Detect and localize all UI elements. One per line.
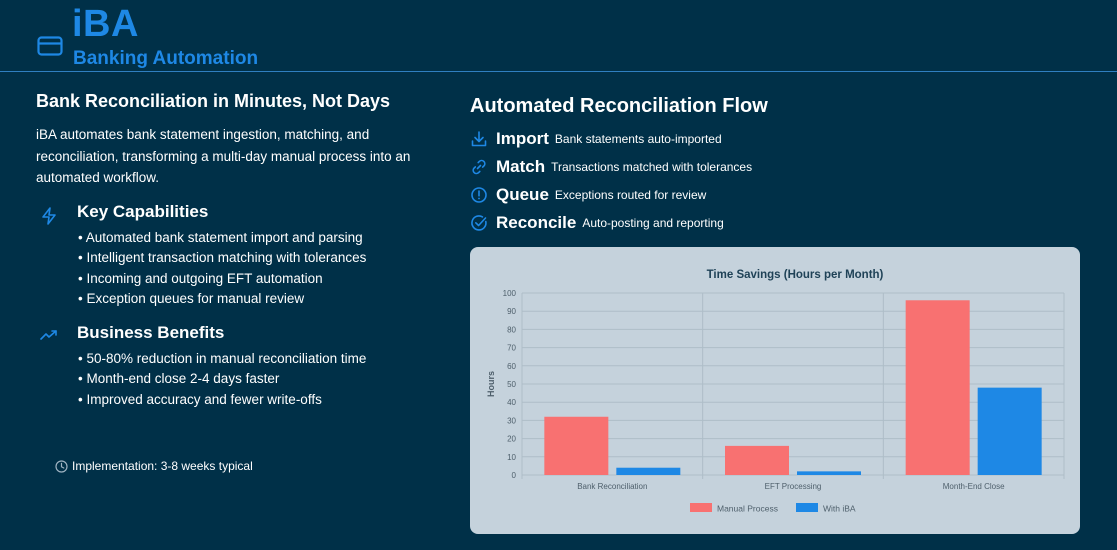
logo-text: iBA <box>72 3 139 45</box>
y-axis-label: Hours <box>486 371 496 397</box>
legend-swatch <box>690 503 712 512</box>
list-item: • Improved accuracy and fewer write-offs <box>78 391 322 407</box>
flow-step-desc: Bank statements auto-imported <box>554 132 722 146</box>
time-savings-chart-card: Time Savings (Hours per Month) 0 10 20 30 40 5… <box>470 247 1080 534</box>
list-item: • Month-end close 2-4 days faster <box>78 371 280 387</box>
benefits-title: Business Benefits <box>77 323 225 342</box>
logo-subtitle: Banking Automation <box>73 48 259 69</box>
benefits-list: • 50-80% reduction in manual reconciliat… <box>78 349 366 410</box>
lightning-icon <box>42 207 56 225</box>
bar-iba <box>797 471 861 475</box>
y-tick-label: 90 <box>507 307 516 316</box>
trending-up-icon <box>40 330 57 340</box>
alert-circle-icon <box>471 187 487 203</box>
y-tick-label: 30 <box>507 416 516 425</box>
flow-step-reconcile: Reconcile Auto-posting and reporting <box>470 211 724 235</box>
flow-step-desc: Auto-posting and reporting <box>582 216 724 230</box>
bar-iba <box>616 467 681 475</box>
y-tick-label: 80 <box>507 325 516 334</box>
list-item: • Automated bank statement import and pa… <box>78 230 363 245</box>
y-tick-label: 0 <box>512 471 517 480</box>
flow-step-queue: Queue Exceptions routed for review <box>470 183 706 207</box>
y-tick-label: 50 <box>507 380 516 389</box>
flow-step-name: Match <box>496 157 546 176</box>
legend-label: With iBA <box>823 504 856 514</box>
implementation-text: Implementation: 3-8 weeks typical <box>72 459 253 473</box>
list-item: • Intelligent transaction matching with … <box>78 250 367 266</box>
link-icon <box>472 159 486 175</box>
y-tick-label: 40 <box>507 398 516 407</box>
x-tick-label: Bank Reconciliation <box>577 482 647 491</box>
chart-title: Time Savings (Hours per Month) <box>707 269 884 281</box>
page-title: Bank Reconciliation in Minutes, Not Days <box>36 91 391 111</box>
app-header: iBA Banking Automation <box>0 0 1117 72</box>
clock-icon <box>55 459 68 473</box>
flow-step-name: Reconcile <box>496 213 577 232</box>
list-item: • Exception queues for manual review <box>78 291 305 307</box>
flow-title: Automated Reconciliation Flow <box>470 95 768 117</box>
bar-iba <box>977 387 1042 475</box>
x-tick-label: Month-End Close <box>943 482 1005 491</box>
bar-manual <box>544 416 609 475</box>
y-tick-label: 20 <box>507 435 516 444</box>
x-tick-label: EFT Processing <box>765 482 822 491</box>
list-item: • Incoming and outgoing EFT automation <box>78 270 323 286</box>
capabilities-list: • Automated bank statement import and pa… <box>78 228 366 310</box>
y-tick-label: 10 <box>507 453 516 462</box>
bar-manual <box>725 445 789 475</box>
flow-step-import: Import Bank statements auto-imported <box>470 127 722 151</box>
y-tick-label: 60 <box>507 362 516 371</box>
legend-swatch <box>796 503 818 512</box>
download-icon <box>471 131 487 147</box>
flow-step-desc: Exceptions routed for review <box>554 188 707 202</box>
flow-step-name: Queue <box>496 185 549 204</box>
list-item: • 50-80% reduction in manual reconciliat… <box>78 351 367 366</box>
y-tick-label: 70 <box>507 344 516 353</box>
credit-card-icon <box>37 36 63 56</box>
time-savings-chart: Time Savings (Hours per Month) 0 10 20 30 40 5… <box>486 269 1065 514</box>
implementation-note: Implementation: 3-8 weeks typical <box>55 459 253 473</box>
flow-step-match: Match Transactions matched with toleranc… <box>470 155 752 179</box>
page-description: iBA automates bank statement ingestion, … <box>36 127 411 185</box>
legend-label: Manual Process <box>717 504 778 514</box>
y-tick-label: 100 <box>503 289 517 298</box>
flow-step-name: Import <box>496 129 549 148</box>
check-circle-icon <box>471 215 487 231</box>
bar-manual <box>905 300 970 475</box>
flow-step-desc: Transactions matched with tolerances <box>551 160 753 174</box>
capabilities-title: Key Capabilities <box>77 202 209 221</box>
